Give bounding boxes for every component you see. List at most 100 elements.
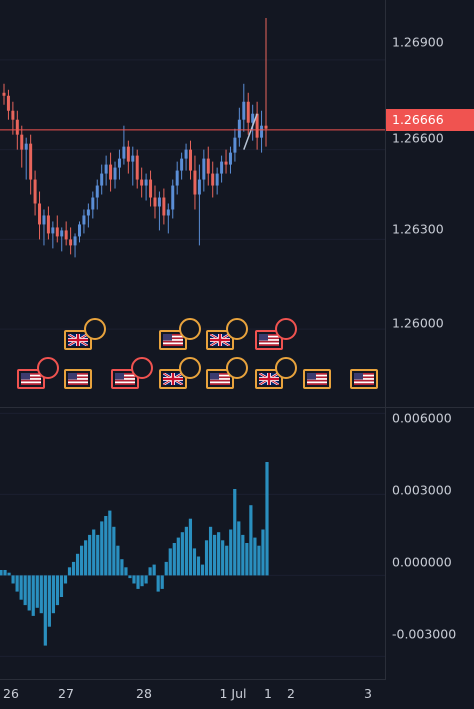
candle-body (11, 110, 15, 120)
histogram-bar (261, 529, 265, 576)
event-marker[interactable] (111, 369, 139, 389)
histogram-bar (43, 575, 47, 646)
candle-body (135, 155, 139, 180)
candle-body (91, 197, 95, 210)
candle-body (149, 179, 153, 198)
candle-body (140, 179, 144, 186)
candle-body (113, 167, 117, 180)
candle-body (60, 230, 64, 237)
candle-body (38, 203, 42, 225)
event-indicator-circle[interactable] (226, 357, 248, 379)
event-indicator-circle[interactable] (226, 318, 248, 340)
event-indicator-circle[interactable] (131, 357, 153, 379)
histogram-bar (120, 559, 124, 576)
histogram-bar (225, 545, 229, 576)
histogram-bar (208, 526, 213, 576)
event-marker[interactable] (350, 369, 378, 389)
histogram-bar (144, 575, 148, 584)
candle-body (46, 215, 50, 234)
event-indicator-circle[interactable] (275, 318, 297, 340)
histogram-bar (233, 489, 237, 576)
histogram-bar (100, 521, 104, 576)
candle-body (73, 236, 77, 246)
event-marker[interactable] (303, 369, 331, 389)
histogram-bar (168, 548, 172, 576)
candle-body (180, 158, 184, 171)
candle-body (162, 197, 166, 216)
candle-body (255, 113, 259, 138)
histogram-bar (184, 526, 188, 576)
histogram-bar (67, 567, 72, 576)
time-tick-label: 3 (364, 686, 372, 701)
histogram-bar (229, 529, 233, 576)
histogram-bar (75, 553, 80, 576)
candle-body (251, 113, 255, 123)
candle-body (55, 227, 59, 237)
candle-body (211, 173, 215, 186)
histogram-bar (164, 561, 168, 576)
candle-body (82, 215, 86, 225)
histogram-bar (19, 575, 23, 600)
event-marker[interactable] (64, 369, 92, 389)
candle-body (131, 155, 135, 162)
candle-body (193, 170, 197, 195)
candle-body (15, 119, 19, 135)
event-indicator-circle[interactable] (179, 318, 201, 340)
time-tick-label: 2 (287, 686, 295, 701)
histogram-bar (35, 575, 39, 608)
candle-body (144, 179, 148, 186)
candle-body (220, 161, 224, 174)
candle-body (117, 158, 121, 168)
candle-body (126, 146, 130, 162)
event-marker[interactable] (255, 330, 283, 350)
event-marker[interactable] (255, 369, 283, 389)
event-marker[interactable] (206, 369, 234, 389)
histogram-bar (92, 529, 96, 576)
histogram-bar (245, 543, 249, 576)
candle-body (42, 215, 46, 225)
candle-body (189, 149, 193, 171)
histogram-bar (172, 543, 176, 576)
histogram-bar (217, 532, 221, 576)
candle-body (171, 185, 175, 210)
candle-body (215, 173, 219, 186)
histogram-bar (96, 534, 100, 576)
histogram-bar (88, 534, 92, 576)
candle-body (109, 164, 113, 180)
indicator-tick-label: 0.000000 (392, 554, 452, 570)
candle-body (33, 179, 37, 204)
time-tick-label: 26 (3, 686, 19, 701)
trend-line (243, 113, 258, 150)
histogram-bar (204, 540, 209, 576)
histogram-bar (132, 575, 136, 584)
histogram-bar (104, 516, 108, 576)
time-tick-label: 28 (136, 686, 152, 701)
candle-body (20, 134, 24, 150)
histogram-bar (27, 575, 31, 611)
histogram-bar (249, 505, 253, 576)
event-indicator-circle[interactable] (37, 357, 59, 379)
histogram-bar (237, 521, 241, 576)
candle-body (202, 158, 206, 180)
histogram-bar (7, 572, 11, 576)
candle-body (206, 158, 210, 174)
event-indicator-circle[interactable] (275, 357, 297, 379)
time-tick-label: 1 (264, 686, 272, 701)
histogram-bar (140, 575, 144, 587)
price-tick-label: 1.26900 (392, 34, 444, 50)
candle-body (51, 227, 55, 234)
candle-body (29, 143, 33, 180)
candle-body (264, 125, 268, 129)
event-marker[interactable] (17, 369, 45, 389)
histogram-bar (15, 575, 19, 592)
histogram-bar (23, 575, 27, 606)
histogram-bar (136, 575, 140, 589)
histogram-bar (71, 561, 76, 576)
event-indicator-circle[interactable] (84, 318, 106, 340)
histogram-bar (39, 575, 43, 614)
histogram-bar (221, 540, 225, 576)
time-tick-label: 27 (58, 686, 74, 701)
indicator-tick-label: -0.003000 (392, 626, 457, 642)
event-indicator-circle[interactable] (179, 357, 201, 379)
